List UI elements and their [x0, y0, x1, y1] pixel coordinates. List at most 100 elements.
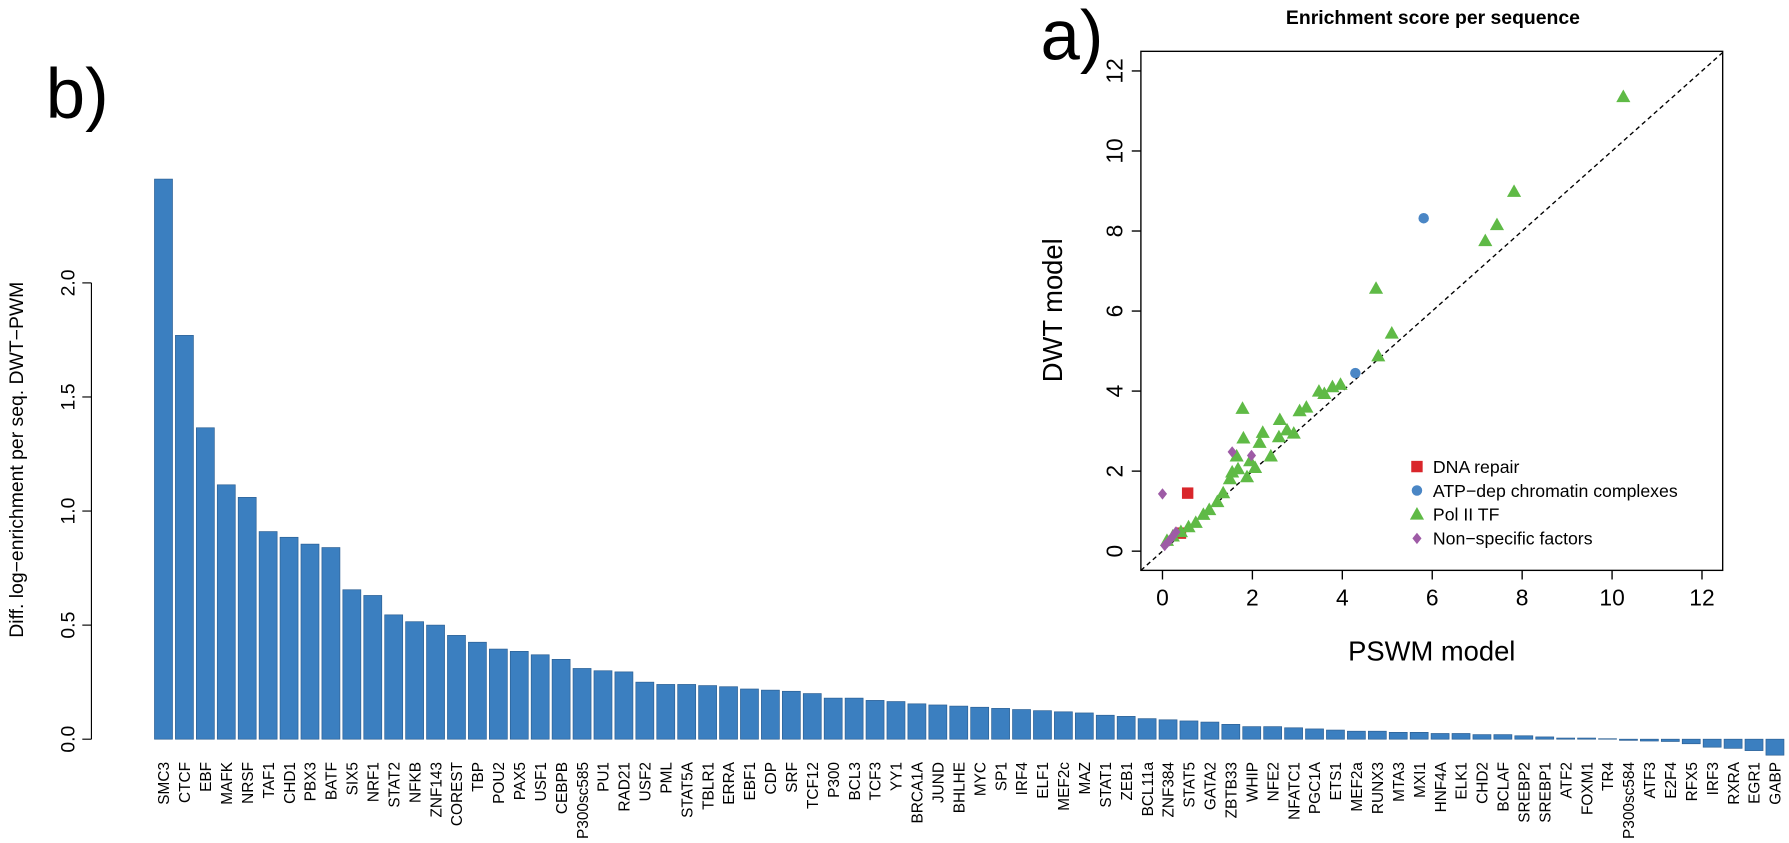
point	[1286, 426, 1301, 439]
bar	[1116, 716, 1136, 740]
x-tick-label: ZBTB33	[1224, 762, 1241, 818]
bar	[1033, 710, 1052, 740]
point	[1210, 494, 1225, 508]
point	[1229, 448, 1244, 462]
bar	[1430, 733, 1450, 740]
x-tick-label: BCL11a	[1140, 762, 1157, 817]
bar	[677, 684, 697, 740]
x-tick-label: YY1	[889, 762, 906, 791]
bar	[1723, 738, 1743, 749]
point	[1271, 429, 1286, 443]
bar	[551, 659, 571, 740]
chart-title: Enrichment score per sequence	[1286, 7, 1580, 29]
point	[1157, 488, 1168, 500]
x-tick-label: 0	[1156, 585, 1169, 611]
bar	[907, 703, 927, 740]
legend-swatch	[1411, 485, 1423, 496]
bar	[1472, 734, 1492, 740]
point	[1384, 326, 1399, 339]
x-tick-label: JUND	[931, 762, 948, 803]
bar	[363, 595, 383, 740]
bar	[1012, 709, 1031, 740]
x-tick-label: BCLAF	[1496, 762, 1513, 812]
bar	[1409, 732, 1429, 740]
x-tick-label: CDP	[763, 762, 780, 794]
bar	[970, 706, 990, 740]
bar	[1095, 714, 1115, 740]
x-tick-label: EBF	[198, 762, 215, 792]
x-axis-label: PSWM model	[1348, 635, 1515, 666]
x-tick-label: SIX5	[345, 762, 362, 795]
x-tick-label: RFX5	[1684, 762, 1701, 801]
x-tick-label: TAF1	[261, 762, 278, 798]
point	[1248, 460, 1263, 474]
bar	[1577, 737, 1596, 740]
bar	[300, 543, 320, 740]
bar	[949, 705, 969, 740]
bar	[1305, 728, 1324, 740]
x-tick-label: MXI1	[1412, 762, 1429, 798]
panel-label: a)	[1041, 0, 1104, 74]
bar	[740, 688, 759, 740]
bar	[258, 531, 278, 740]
y-tick-label: 2.0	[57, 269, 79, 296]
bar	[1284, 727, 1303, 740]
x-tick-label: EGR1	[1747, 762, 1764, 804]
bar	[1619, 738, 1638, 741]
bar	[426, 624, 445, 740]
y-axis-label: DWT model	[1037, 238, 1068, 382]
legend-swatch	[1409, 507, 1425, 520]
bar	[405, 621, 424, 740]
bar	[823, 697, 843, 740]
point	[1246, 449, 1257, 462]
x-tick-label: ZEB1	[1119, 762, 1136, 800]
legend-swatch	[1411, 460, 1423, 473]
x-tick-label: EBF1	[742, 762, 759, 800]
bar	[509, 651, 529, 740]
point	[1216, 485, 1231, 499]
point	[1188, 515, 1203, 528]
bar	[154, 178, 173, 740]
y-tick-label: 0	[1102, 545, 1128, 558]
x-tick-label: E2F4	[1663, 762, 1680, 799]
y-tick-label: 0.5	[57, 612, 79, 639]
point	[1227, 446, 1237, 458]
x-tick-label: ZNF384	[1161, 762, 1178, 818]
bar	[1242, 726, 1262, 740]
bar	[886, 701, 906, 740]
x-tick-label: PU1	[596, 762, 613, 792]
legend-label: Pol II TF	[1433, 505, 1500, 525]
x-tick-label: RUNX3	[1370, 762, 1387, 814]
point	[1235, 401, 1250, 414]
bar	[1200, 721, 1220, 740]
y-tick-label: 1.5	[57, 384, 79, 411]
x-tick-label: STAT5A	[679, 761, 696, 818]
bar	[1388, 732, 1408, 740]
x-tick-label: TBLR1	[700, 762, 717, 810]
point	[1350, 367, 1361, 379]
x-tick-label: CHD2	[1475, 762, 1492, 804]
legend-label: Non−specific factors	[1433, 529, 1593, 549]
bar	[928, 704, 948, 740]
y-tick-label: 4	[1102, 384, 1128, 397]
point	[1196, 507, 1211, 520]
bar	[1765, 738, 1785, 756]
point	[1181, 487, 1194, 499]
x-tick-label: P300	[826, 762, 843, 798]
bar	[719, 686, 738, 740]
point	[1252, 435, 1267, 448]
y-tick-label: 1.0	[57, 497, 79, 524]
bar	[468, 641, 487, 740]
bar	[1158, 719, 1178, 740]
y-tick-label: 10	[1102, 138, 1128, 163]
x-tick-label: USF1	[533, 762, 550, 801]
x-tick-label: CTCF	[177, 762, 194, 803]
x-tick-label: ELK1	[1454, 762, 1471, 800]
x-tick-label: IRF3	[1705, 762, 1722, 795]
x-tick-label: POU2	[491, 762, 508, 804]
x-tick-label: NFATC1	[1286, 762, 1303, 820]
x-tick-label: ZNF143	[428, 762, 445, 818]
point	[1616, 89, 1631, 103]
x-tick-label: P300sc585	[575, 762, 592, 839]
